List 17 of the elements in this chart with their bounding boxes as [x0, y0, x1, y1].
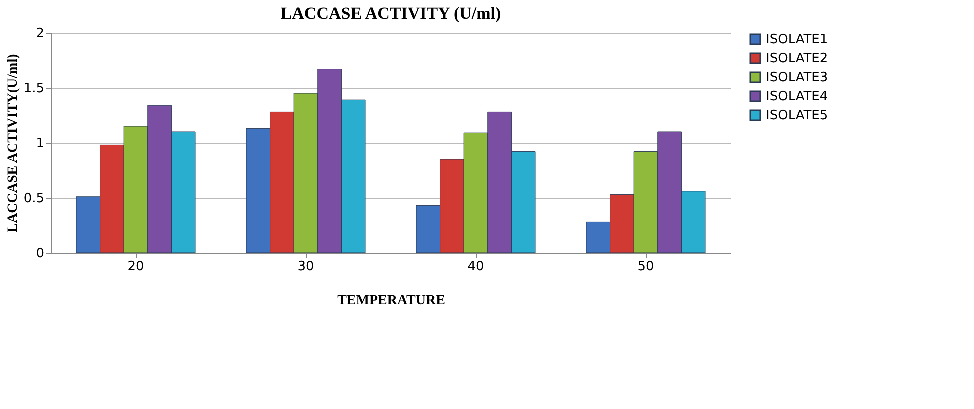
y-tick-label: 0: [36, 246, 44, 262]
y-tick-label: 1: [36, 136, 44, 152]
y-axis-title: LACCASE ACTIVITY(U/ml): [6, 54, 21, 233]
y-tick-label: 1.5: [24, 82, 44, 96]
legend-label: ISOLATE2: [766, 52, 828, 66]
chart-title: LACCASE ACTIVITY (U/ml): [280, 4, 502, 23]
y-tick-label: 2: [36, 26, 44, 42]
x-tick-label: 30: [298, 260, 314, 274]
legend-label: ISOLATE1: [766, 32, 828, 48]
legend-label: ISOLATE4: [766, 90, 828, 104]
x-tick-label: 20: [128, 260, 144, 274]
legend-label: ISOLATE5: [766, 108, 828, 124]
y-tick-label: 0.5: [24, 192, 44, 206]
x-tick-label: 50: [638, 260, 654, 274]
x-tick-label: 40: [468, 260, 484, 274]
x-axis-title: TEMPERATURE: [338, 294, 446, 308]
legend-label: ISOLATE3: [766, 70, 828, 86]
